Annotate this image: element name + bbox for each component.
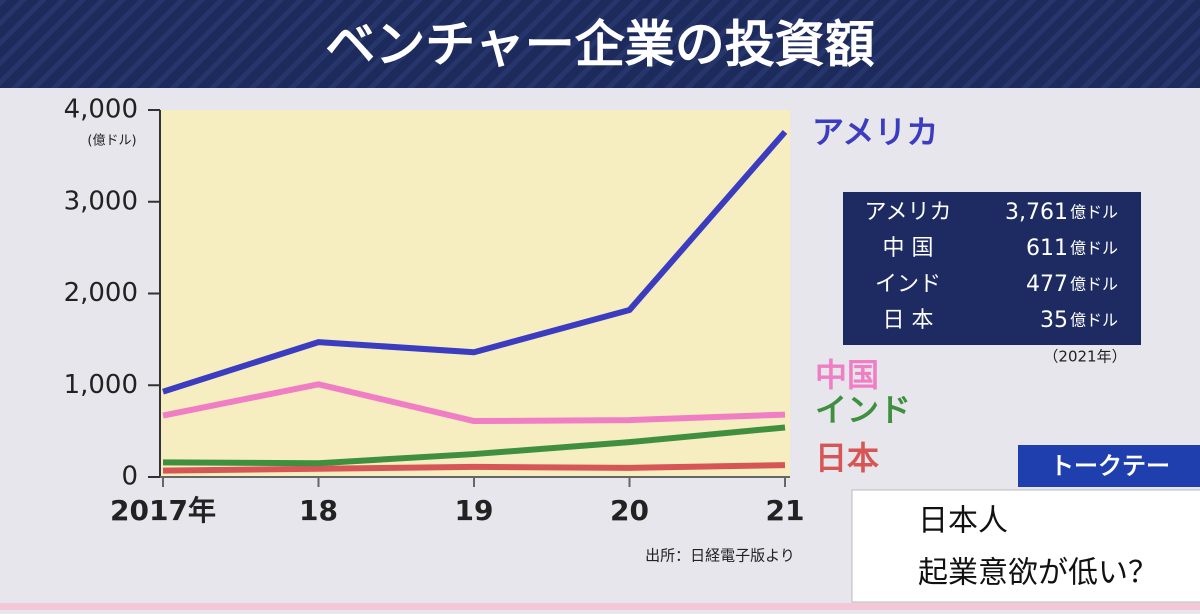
legend-label: アメリカ — [812, 113, 938, 151]
source: 出所：日経電子版より — [645, 547, 795, 565]
row-value: 3,761 — [1005, 200, 1068, 225]
legend-label: 日本 — [815, 439, 879, 477]
row-label: インド — [875, 272, 941, 297]
x-tick-label: 20 — [610, 494, 649, 527]
series-line — [162, 129, 788, 395]
title-banner — [0, 0, 1200, 88]
row-label: 中 国 — [883, 236, 934, 261]
x-tick-label: 19 — [455, 494, 494, 527]
series-line — [162, 424, 786, 467]
legend-label: インド — [815, 391, 911, 429]
y-tick-label: 0 — [121, 462, 138, 492]
series-line — [162, 462, 786, 474]
row-value: 477 — [1026, 272, 1068, 297]
topic-box — [851, 489, 1200, 603]
tab — [1018, 445, 1200, 487]
row-unit: 億ドル — [1070, 311, 1118, 330]
row-unit: 億ドル — [1070, 275, 1118, 294]
summary-table — [843, 192, 1141, 345]
topic-line: 日本人 — [918, 504, 1008, 539]
row-value: 35 — [1040, 308, 1068, 333]
series-line — [162, 381, 786, 425]
row-unit: 億ドル — [1070, 203, 1118, 222]
row-label: 日 本 — [883, 308, 934, 333]
row-unit: 億ドル — [1070, 239, 1118, 258]
topic-line: 起業意欲が低い？ — [918, 556, 1158, 591]
chart-title: ベンチャー企業の投資額 — [325, 16, 875, 74]
y-tick-label: 1,000 — [64, 370, 138, 400]
legend-label: 中国 — [815, 356, 879, 394]
y-tick-label: 4,000 — [64, 95, 138, 125]
row-value: 611 — [1026, 236, 1068, 261]
y-unit: (億ドル) — [87, 133, 136, 149]
y-tick-label: 3,000 — [64, 186, 138, 216]
row-label: アメリカ — [865, 200, 952, 225]
x-tick-label: 18 — [299, 494, 338, 527]
y-tick-label: 2,000 — [64, 278, 138, 308]
table-caption: （2021年） — [1043, 348, 1126, 366]
x-tick-label: 21 — [766, 494, 805, 527]
tab-label: トークテー — [1050, 452, 1170, 480]
x-tick-label: 2017年 — [110, 494, 216, 527]
bottom-strip — [0, 603, 1200, 610]
